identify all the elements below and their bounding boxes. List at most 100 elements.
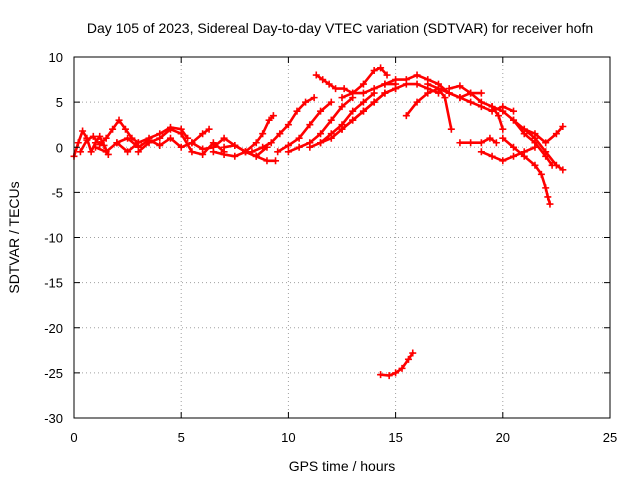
y-tick-label: -25 <box>44 366 63 381</box>
data-point <box>477 98 485 106</box>
data-point <box>510 143 518 151</box>
data-point <box>293 107 301 115</box>
data-point <box>492 139 500 147</box>
data-point <box>434 85 442 93</box>
data-point <box>499 125 507 133</box>
data-point <box>456 139 464 147</box>
data-point <box>91 143 99 151</box>
data-point <box>467 139 475 147</box>
data-point <box>327 116 335 124</box>
data-point <box>383 71 391 79</box>
y-tick-label: -30 <box>44 411 63 426</box>
data-point <box>284 141 292 149</box>
data-point <box>499 134 507 142</box>
data-point <box>413 71 421 79</box>
data-point <box>370 98 378 106</box>
data-point <box>544 193 552 201</box>
data-point <box>510 152 518 160</box>
data-point <box>306 121 314 129</box>
data-point <box>499 107 507 115</box>
data-point <box>546 200 554 208</box>
data-trace-arc-15 <box>314 73 397 95</box>
data-point <box>267 139 275 147</box>
data-point <box>89 132 97 140</box>
data-point <box>274 148 282 156</box>
data-point <box>340 85 348 93</box>
data-point <box>317 130 325 138</box>
axis-ticks <box>73 56 611 419</box>
data-point <box>96 132 104 140</box>
data-point <box>413 80 421 88</box>
data-point <box>156 134 164 142</box>
data-point <box>102 148 110 156</box>
data-point <box>259 130 267 138</box>
data-trace-arc-17 <box>383 73 483 99</box>
data-point <box>248 148 256 156</box>
data-point <box>242 148 250 156</box>
data-point <box>188 148 196 156</box>
data-point <box>199 130 207 138</box>
data-point <box>325 80 333 88</box>
data-point <box>319 76 327 84</box>
data-point <box>79 127 87 135</box>
chart-title: Day 105 of 2023, Sidereal Day-to-day VTE… <box>87 20 593 36</box>
data-point <box>441 94 449 102</box>
x-tick-label: 20 <box>496 430 510 445</box>
data-point <box>327 98 335 106</box>
data-point <box>76 148 84 156</box>
y-tick-label: -15 <box>44 276 63 291</box>
data-point <box>188 139 196 147</box>
data-point <box>359 107 367 115</box>
data-point <box>338 94 346 102</box>
data-point <box>349 89 357 97</box>
data-point <box>531 161 539 169</box>
data-point <box>295 134 303 142</box>
data-point <box>447 125 455 133</box>
data-point <box>359 80 367 88</box>
grid <box>74 57 610 418</box>
tick-labels: 0 5 10 15 20 25 -30 -25 -20 -15 -10 -5 0 5 10 <box>44 50 617 445</box>
x-axis-label: GPS time / hours <box>289 458 396 474</box>
data-trace-arc-14 <box>340 82 440 131</box>
data-point <box>559 166 567 174</box>
data-point <box>377 64 385 72</box>
x-tick-label: 0 <box>70 430 77 445</box>
data-point <box>306 143 314 151</box>
data-point <box>317 107 325 115</box>
data-point <box>166 125 174 133</box>
y-tick-label: 5 <box>56 95 63 110</box>
data-traces <box>70 64 567 380</box>
data-point <box>259 143 267 151</box>
data-point <box>404 355 412 363</box>
data-point <box>109 125 117 133</box>
data-point <box>177 130 185 138</box>
data-point <box>220 134 228 142</box>
data-point <box>542 139 550 147</box>
data-point <box>392 369 400 377</box>
data-point <box>552 130 560 138</box>
data-point <box>349 116 357 124</box>
data-point <box>402 76 410 84</box>
data-trace-arc-10 <box>276 100 333 154</box>
data-point <box>220 150 228 158</box>
data-point <box>284 148 292 156</box>
data-point <box>370 67 378 75</box>
y-tick-label: -20 <box>44 321 63 336</box>
data-point <box>96 141 104 149</box>
data-point <box>269 112 277 120</box>
data-point <box>445 85 453 93</box>
data-point <box>156 141 164 149</box>
data-trace-arc-4 <box>115 127 211 149</box>
data-point <box>177 143 185 151</box>
data-point <box>145 139 153 147</box>
data-point <box>398 364 406 372</box>
data-point <box>370 85 378 93</box>
data-point <box>381 89 389 97</box>
data-point <box>402 112 410 120</box>
data-point <box>83 136 91 144</box>
data-point <box>424 89 432 97</box>
data-point <box>510 107 518 115</box>
x-tick-label: 25 <box>603 430 617 445</box>
data-point <box>488 103 496 111</box>
data-point <box>559 122 567 130</box>
